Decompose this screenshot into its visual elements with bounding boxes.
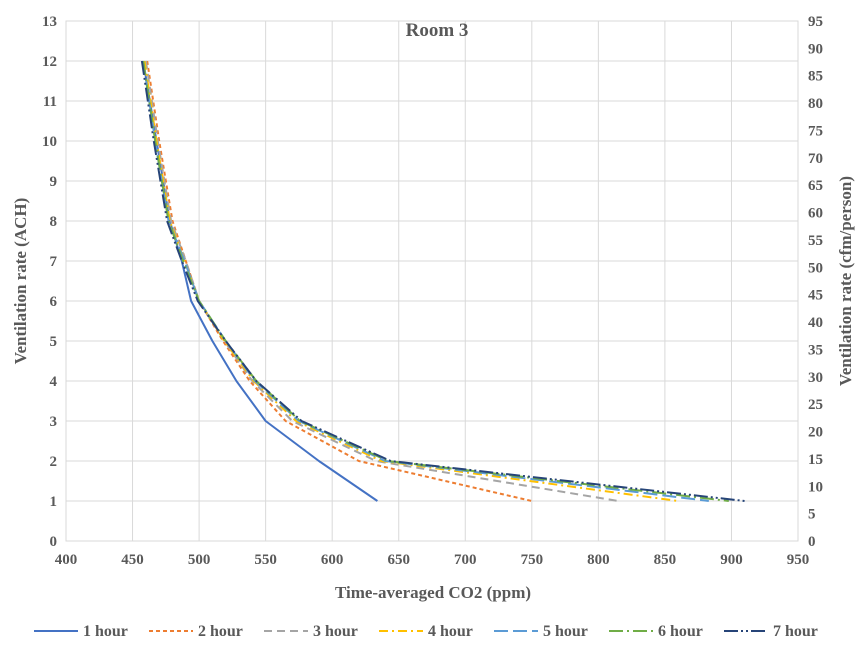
- y2-tick-label: 90: [808, 41, 823, 57]
- x-tick-label: 800: [587, 552, 610, 568]
- x-tick-label: 500: [188, 552, 211, 568]
- plot-border: [65, 20, 799, 542]
- x-tick-label: 650: [387, 552, 410, 568]
- y-tick-label: 5: [50, 334, 58, 350]
- y2-tick-label: 5: [808, 507, 816, 523]
- tick-labels: 400 450 500 550 600 650 700 750 800 850 900 9500123…: [42, 14, 823, 568]
- series-line-5: [142, 60, 709, 502]
- y2-tick-label: 15: [808, 452, 823, 468]
- chart-title: Room 3: [406, 20, 469, 41]
- series-line-6: [142, 60, 729, 502]
- x-tick-label: 600: [321, 552, 344, 568]
- x-tick-label: 550: [254, 552, 277, 568]
- series-line-2: [146, 60, 533, 502]
- x-tick-label: 400: [55, 552, 78, 568]
- x-axis-title: Time-averaged CO2 (ppm): [335, 583, 531, 602]
- y2-tick-label: 80: [808, 96, 823, 112]
- legend-label: 3 hour: [313, 623, 358, 640]
- legend-label: 5 hour: [543, 623, 588, 640]
- x-tick-label: 750: [521, 552, 544, 568]
- y2-tick-label: 50: [808, 260, 823, 276]
- y-tick-label: 8: [50, 214, 58, 230]
- y2-tick-label: 95: [808, 14, 823, 30]
- x-tick-label: 950: [787, 552, 810, 568]
- series-line-3: [144, 60, 619, 502]
- y2-tick-label: 40: [808, 315, 823, 331]
- legend-label: 4 hour: [428, 623, 473, 640]
- series-group: [140, 60, 745, 502]
- y-tick-label: 1: [50, 494, 58, 510]
- gridlines: [65, 20, 799, 542]
- legend: 1 hour 2 hour 3 hour 4 hour 5 hour 6 hour 7 ho…: [34, 623, 818, 640]
- x-tick-label: 850: [654, 552, 677, 568]
- y-tick-label: 10: [42, 134, 57, 150]
- y2-tick-label: 45: [808, 288, 823, 304]
- legend-label: 7 hour: [773, 623, 818, 640]
- series-line-7: [140, 60, 745, 502]
- legend-label: 2 hour: [198, 623, 243, 640]
- legend-label: 6 hour: [658, 623, 703, 640]
- y-axis-title: Ventilation rate (ACH): [11, 198, 30, 365]
- y-tick-label: 0: [50, 534, 58, 550]
- y2-tick-label: 70: [808, 151, 823, 167]
- y-tick-label: 4: [50, 374, 58, 390]
- x-tick-label: 700: [454, 552, 477, 568]
- y2-tick-label: 30: [808, 370, 823, 386]
- x-tick-label: 450: [121, 552, 144, 568]
- y-tick-label: 7: [50, 254, 58, 270]
- y2-tick-label: 10: [808, 479, 823, 495]
- series-line-1: [142, 60, 378, 502]
- y2-tick-label: 65: [808, 178, 823, 194]
- y2-tick-label: 20: [808, 425, 823, 441]
- y2-tick-label: 85: [808, 69, 823, 85]
- y-tick-label: 9: [50, 174, 58, 190]
- y2-tick-label: 25: [808, 397, 823, 413]
- y2-tick-label: 0: [808, 534, 816, 550]
- legend-label: 1 hour: [83, 623, 128, 640]
- y2-tick-label: 35: [808, 342, 823, 358]
- y-tick-label: 12: [42, 54, 57, 70]
- y2-tick-label: 75: [808, 123, 823, 139]
- y-tick-label: 13: [42, 14, 57, 30]
- y-tick-label: 11: [43, 94, 57, 110]
- y2-axis-title: Ventilation rate (cfm/person): [836, 176, 855, 386]
- y2-tick-label: 55: [808, 233, 823, 249]
- y-tick-label: 6: [50, 294, 58, 310]
- x-tick-label: 900: [720, 552, 743, 568]
- y-tick-label: 3: [50, 414, 58, 430]
- plot-area: [65, 20, 799, 542]
- y2-tick-label: 60: [808, 206, 823, 222]
- y-tick-label: 2: [50, 454, 58, 470]
